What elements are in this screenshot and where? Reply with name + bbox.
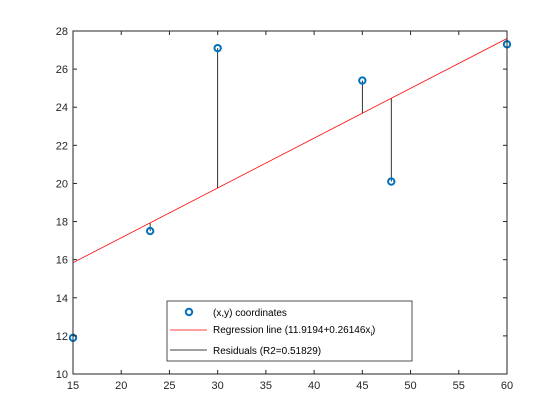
y-tick-label: 22 [56, 140, 68, 152]
y-axis-ticks: 10 12 14 16 18 20 22 24 26 28 [56, 26, 507, 381]
axes-box [72, 30, 508, 375]
data-point [213, 43, 222, 53]
x-tick-label: 15 [67, 380, 79, 392]
regression-line [72, 38, 508, 264]
data-point [387, 177, 396, 186]
data-point [358, 76, 367, 85]
y-tick-label: 12 [56, 331, 68, 343]
y-tick-label: 18 [56, 217, 68, 229]
x-tick-label: 40 [308, 380, 320, 392]
legend-label-regression-suffix: ) [372, 325, 375, 336]
y-tick-label: 10 [56, 369, 68, 381]
y-tick-label: 20 [56, 178, 68, 190]
x-tick-label: 25 [163, 380, 175, 392]
x-tick-label: 55 [453, 380, 465, 392]
regression-layer [72, 38, 508, 264]
legend-marker-points [184, 307, 194, 317]
x-axis-ticks: 15 20 25 30 35 40 45 50 55 60 [67, 31, 513, 392]
x-tick-label: 30 [212, 380, 224, 392]
y-tick-label: 14 [56, 293, 68, 305]
legend-box [166, 300, 413, 362]
x-tick-label: 60 [501, 380, 513, 392]
legend-label-regression: Regression line (11.9194+0.26146xi) [213, 325, 375, 338]
x-tick-label: 50 [404, 380, 416, 392]
y-tick-label: 16 [56, 255, 68, 267]
x-tick-label: 45 [356, 380, 368, 392]
legend: (x,y) coordinates Regression line (11.91… [166, 300, 413, 362]
legend-label-residuals: Residuals (R2=0.51829) [213, 346, 321, 357]
x-tick-label: 35 [260, 380, 272, 392]
legend-label-regression-subscript: i [370, 331, 372, 338]
legend-label-regression-main: Regression line (11.9194+0.26146x [213, 325, 370, 336]
legend-label-points: (x,y) coordinates [213, 308, 287, 319]
x-tick-label: 20 [115, 380, 127, 392]
y-tick-label: 24 [56, 102, 68, 114]
y-tick-label: 28 [56, 26, 68, 38]
data-point [145, 226, 155, 236]
y-tick-label: 26 [56, 64, 68, 76]
